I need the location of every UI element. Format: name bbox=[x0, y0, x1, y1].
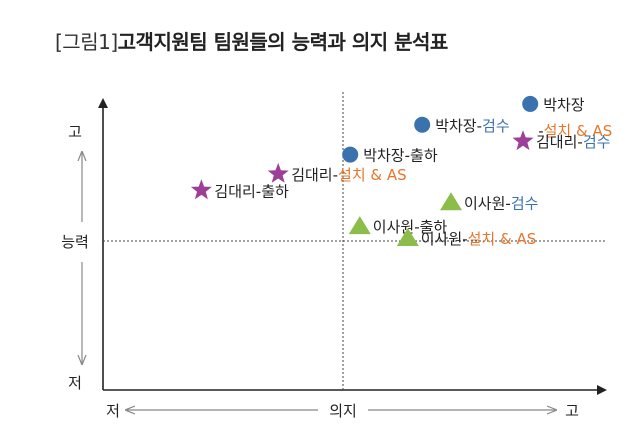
point-task: 검수 bbox=[482, 117, 510, 135]
point-label: 이사원-검수 bbox=[464, 194, 538, 212]
point-name: 이사원 bbox=[464, 194, 505, 212]
point-label: 박차장-출하 bbox=[363, 147, 438, 165]
point-task: -설치 & AS bbox=[538, 122, 612, 140]
point-name: 김대리 bbox=[291, 166, 332, 184]
x-high-label: 고 bbox=[565, 402, 579, 420]
point-task: 검수 bbox=[511, 194, 539, 212]
point-label: 김대리-설치 & AS bbox=[291, 166, 406, 184]
point-label: 박차장 bbox=[543, 96, 585, 114]
point-label: 이사원-설치 & AS bbox=[421, 230, 536, 248]
point-marker-triangle bbox=[348, 216, 371, 235]
y-high-label: 고 bbox=[68, 123, 82, 141]
point-name: 박차장 bbox=[435, 117, 477, 135]
point-marker-circle bbox=[414, 116, 431, 133]
point-name: 박차장 bbox=[543, 96, 585, 114]
point-marker-star bbox=[190, 179, 212, 200]
point-marker-circle bbox=[522, 95, 539, 112]
point-marker-circle bbox=[342, 146, 359, 163]
x-axis-title: 의지 bbox=[329, 402, 357, 420]
point-task: 설치 & AS bbox=[468, 230, 537, 248]
x-low-label: 저 bbox=[106, 402, 120, 420]
point-task: 검수 bbox=[583, 133, 611, 151]
point-name: 박차장 bbox=[363, 147, 405, 165]
figure-tag: [그림1] bbox=[55, 30, 118, 54]
y-low-label: 저 bbox=[68, 374, 82, 392]
point-name: 김대리 bbox=[214, 182, 255, 200]
point-label: 김대리-출하 bbox=[214, 182, 289, 200]
point-label: 박차장-검수 bbox=[435, 117, 509, 135]
point-marker-star bbox=[267, 162, 289, 183]
point-label: 이사원-출하 bbox=[373, 218, 448, 236]
title-text: 고객지원팀 팀원들의 능력과 의지 분석표 bbox=[117, 30, 449, 54]
point-label: 김대리-검수 bbox=[536, 133, 610, 151]
point-name: 이사원 bbox=[421, 230, 462, 248]
point-task: 출하 bbox=[261, 182, 289, 200]
point-name: 이사원 bbox=[373, 218, 414, 236]
point-marker-triangle bbox=[396, 228, 419, 247]
point-marker-star bbox=[512, 130, 534, 151]
point-task: 출하 bbox=[410, 147, 438, 165]
point-marker-triangle bbox=[440, 192, 462, 211]
chart-title: [그림1]고객지원팀 팀원들의 능력과 의지 분석표 bbox=[55, 26, 448, 55]
y-axis-title: 능력 bbox=[61, 233, 89, 251]
point-task: 출하 bbox=[420, 218, 448, 236]
point-name: 김대리 bbox=[536, 133, 577, 151]
point-task: 설치 & AS bbox=[338, 166, 407, 184]
